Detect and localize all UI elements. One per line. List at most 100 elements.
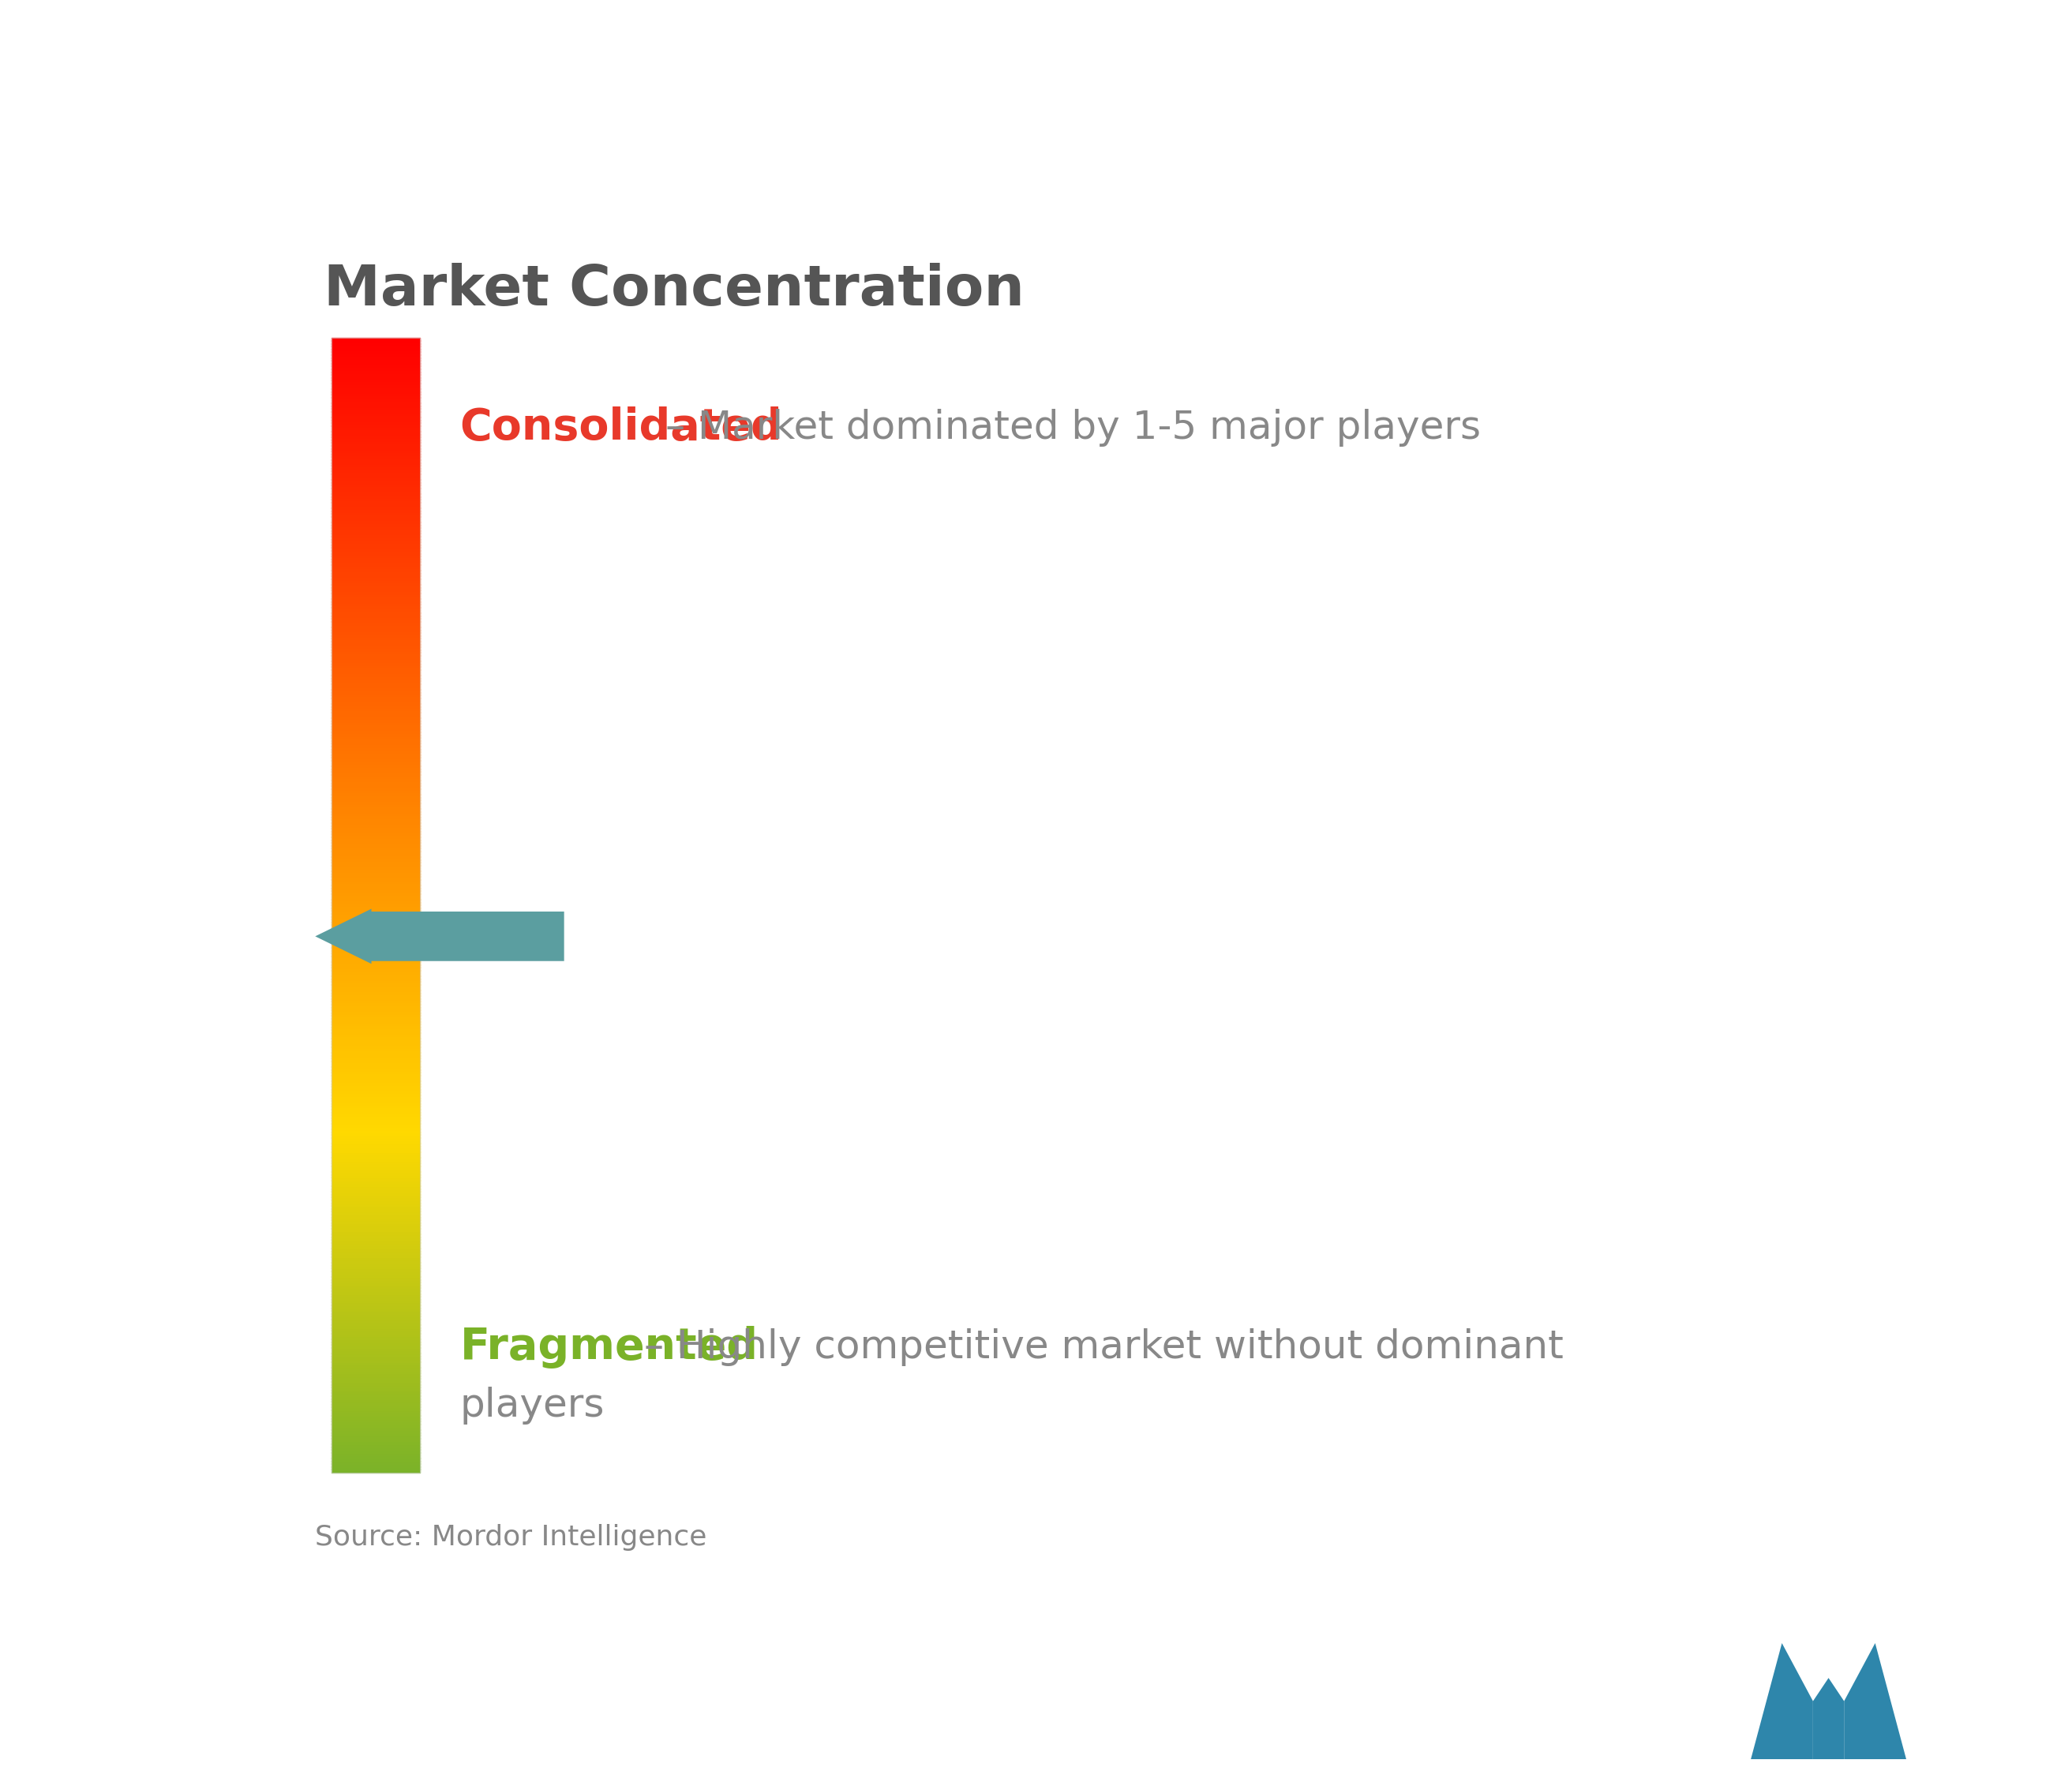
- Bar: [332, 436, 419, 439]
- Bar: [332, 443, 419, 446]
- Bar: [332, 989, 419, 993]
- Bar: [332, 1216, 419, 1220]
- Bar: [332, 1279, 419, 1282]
- Bar: [332, 530, 419, 534]
- Bar: [332, 434, 419, 438]
- Bar: [332, 1432, 419, 1436]
- Bar: [332, 380, 419, 384]
- Bar: [332, 859, 419, 863]
- Bar: [332, 1407, 419, 1411]
- Bar: [332, 488, 419, 491]
- Bar: [332, 539, 419, 543]
- Bar: [332, 805, 419, 809]
- Bar: [332, 541, 419, 545]
- Bar: [332, 1220, 419, 1223]
- Bar: [332, 357, 419, 361]
- Bar: [332, 1023, 419, 1027]
- Bar: [332, 618, 419, 622]
- Bar: [332, 400, 419, 404]
- Bar: [332, 959, 419, 963]
- Bar: [332, 1234, 419, 1238]
- Bar: [332, 1152, 419, 1156]
- Bar: [332, 1197, 419, 1200]
- Bar: [332, 1038, 419, 1041]
- Bar: [332, 1139, 419, 1143]
- Bar: [332, 1154, 419, 1157]
- Bar: [332, 1125, 419, 1129]
- Bar: [332, 1327, 419, 1331]
- Bar: [332, 691, 419, 695]
- Bar: [332, 561, 419, 564]
- Bar: [332, 884, 419, 888]
- Bar: [332, 647, 419, 650]
- Bar: [332, 1236, 419, 1239]
- Bar: [332, 1282, 419, 1286]
- Bar: [332, 843, 419, 847]
- Bar: [332, 1014, 419, 1018]
- Bar: [332, 922, 419, 925]
- Bar: [332, 363, 419, 366]
- Text: players: players: [460, 1386, 605, 1423]
- Bar: [332, 343, 419, 346]
- Bar: [332, 1466, 419, 1470]
- Bar: [332, 468, 419, 472]
- Bar: [332, 361, 419, 364]
- Bar: [332, 686, 419, 689]
- Bar: [332, 584, 419, 588]
- Bar: [332, 1313, 419, 1316]
- Bar: [332, 1325, 419, 1329]
- Bar: [332, 1206, 419, 1209]
- Bar: [332, 459, 419, 463]
- Bar: [332, 1013, 419, 1016]
- Bar: [332, 573, 419, 577]
- Bar: [332, 1159, 419, 1163]
- Bar: [332, 448, 419, 452]
- Bar: [332, 493, 419, 497]
- Bar: [332, 338, 419, 1473]
- Bar: [332, 902, 419, 906]
- Bar: [332, 439, 419, 443]
- Bar: [332, 1307, 419, 1311]
- Bar: [332, 629, 419, 632]
- Bar: [332, 555, 419, 559]
- Bar: [332, 477, 419, 480]
- Bar: [332, 352, 419, 355]
- Bar: [332, 1291, 419, 1293]
- Bar: [332, 622, 419, 625]
- Bar: [332, 1395, 419, 1398]
- Bar: [332, 672, 419, 675]
- Bar: [332, 1361, 419, 1365]
- Bar: [332, 1114, 419, 1118]
- Bar: [332, 588, 419, 591]
- Bar: [332, 761, 419, 764]
- Bar: [332, 1072, 419, 1075]
- Bar: [332, 1147, 419, 1150]
- Bar: [332, 613, 419, 616]
- Bar: [332, 773, 419, 777]
- Bar: [332, 536, 419, 539]
- Bar: [332, 1384, 419, 1388]
- Bar: [332, 782, 419, 786]
- Bar: [332, 877, 419, 880]
- Bar: [332, 550, 419, 554]
- Bar: [332, 1061, 419, 1064]
- Bar: [332, 956, 419, 959]
- Bar: [332, 947, 419, 950]
- Bar: [332, 623, 419, 627]
- Bar: [332, 857, 419, 861]
- Bar: [332, 547, 419, 550]
- Bar: [332, 825, 419, 829]
- Bar: [332, 1229, 419, 1232]
- Bar: [332, 1250, 419, 1254]
- Bar: [332, 627, 419, 630]
- Bar: [332, 766, 419, 770]
- Bar: [332, 720, 419, 723]
- Bar: [332, 405, 419, 409]
- Bar: [332, 386, 419, 389]
- Bar: [332, 1041, 419, 1045]
- Bar: [332, 907, 419, 911]
- Bar: [332, 1448, 419, 1452]
- Bar: [332, 389, 419, 391]
- Bar: [332, 1202, 419, 1206]
- Bar: [332, 1375, 419, 1379]
